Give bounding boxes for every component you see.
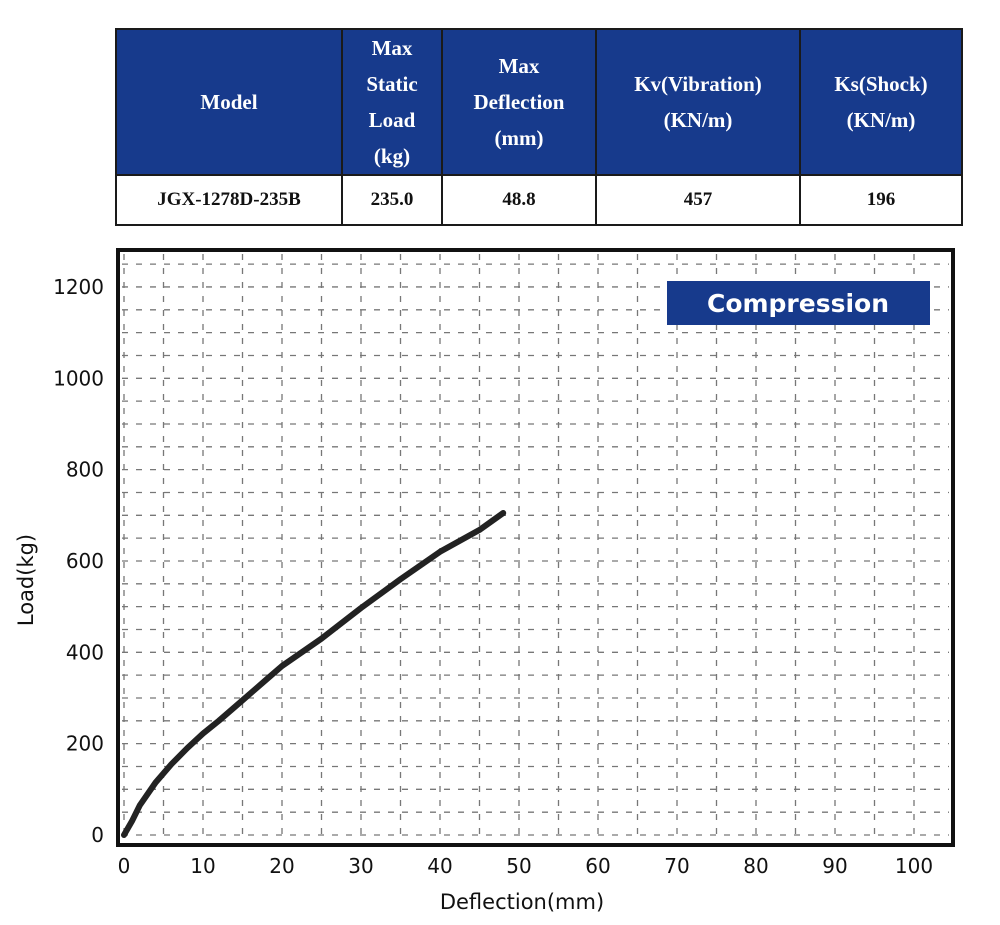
cell-ks-shock: 196 <box>799 174 963 226</box>
header-max-deflection: Max Deflection (mm) <box>441 28 597 176</box>
x-tick-label: 100 <box>895 854 933 878</box>
header-kv-vibration: Kv(Vibration) (KN/m) <box>595 28 801 176</box>
y-tick-label: 0 <box>91 823 104 847</box>
x-tick-label: 70 <box>664 854 689 878</box>
x-tick-label: 80 <box>743 854 768 878</box>
spec-header-row: Model Max Static Load (kg) Max Deflectio… <box>115 28 963 176</box>
x-tick-label: 0 <box>118 854 131 878</box>
header-kv-vibration-label: Kv(Vibration) (KN/m) <box>634 72 762 132</box>
x-tick-labels: 0 10 20 30 40 50 60 70 80 90 100 <box>118 854 933 878</box>
y-tick-label: 800 <box>66 458 104 482</box>
header-model-label: Model <box>200 90 258 114</box>
table-row: JGX-1278D-235B 235.0 48.8 457 196 <box>115 174 963 226</box>
x-tick-label: 40 <box>427 854 452 878</box>
x-axis-label: Deflection(mm) <box>440 890 604 914</box>
load-deflection-chart: Compression 0 10 20 30 40 50 60 70 80 90 100 0 200 4… <box>14 248 955 914</box>
header-max-static-load: Max Static Load (kg) <box>341 28 443 176</box>
load-curve-group <box>121 510 507 838</box>
y-tick-labels: 0 200 400 600 800 1000 1200 <box>53 275 104 847</box>
compression-badge-label: Compression <box>707 289 889 318</box>
x-tick-label: 60 <box>585 854 610 878</box>
x-tick-label: 50 <box>506 854 531 878</box>
x-tick-label: 10 <box>190 854 215 878</box>
compression-badge: Compression <box>667 281 930 325</box>
x-tick-label: 20 <box>269 854 294 878</box>
cell-max-deflection: 48.8 <box>441 174 597 226</box>
header-ks-shock: Ks(Shock) (KN/m) <box>799 28 963 176</box>
header-max-deflection-label: Max Deflection (mm) <box>473 54 565 150</box>
header-max-static-load-label: Max Static Load (kg) <box>366 36 418 168</box>
cell-max-static-load: 235.0 <box>341 174 443 226</box>
header-model: Model <box>115 28 343 176</box>
x-tick-label: 90 <box>822 854 847 878</box>
y-tick-label: 400 <box>66 640 104 664</box>
chart-grid <box>122 254 949 841</box>
y-tick-label: 600 <box>66 549 104 573</box>
plot-frame <box>116 248 955 847</box>
y-tick-label: 1000 <box>53 366 104 390</box>
x-tick-label: 30 <box>348 854 373 878</box>
header-ks-shock-label: Ks(Shock) (KN/m) <box>834 72 928 132</box>
y-axis-label: Load(kg) <box>14 534 38 626</box>
y-tick-label: 200 <box>66 732 104 756</box>
compression-badge-bg <box>667 281 930 325</box>
cell-kv-vibration: 457 <box>595 174 801 226</box>
spec-table: Model Max Static Load (kg) Max Deflectio… <box>115 28 963 226</box>
load-deflection-curve <box>121 510 507 838</box>
y-tick-label: 1200 <box>53 275 104 299</box>
cell-model: JGX-1278D-235B <box>115 174 343 226</box>
